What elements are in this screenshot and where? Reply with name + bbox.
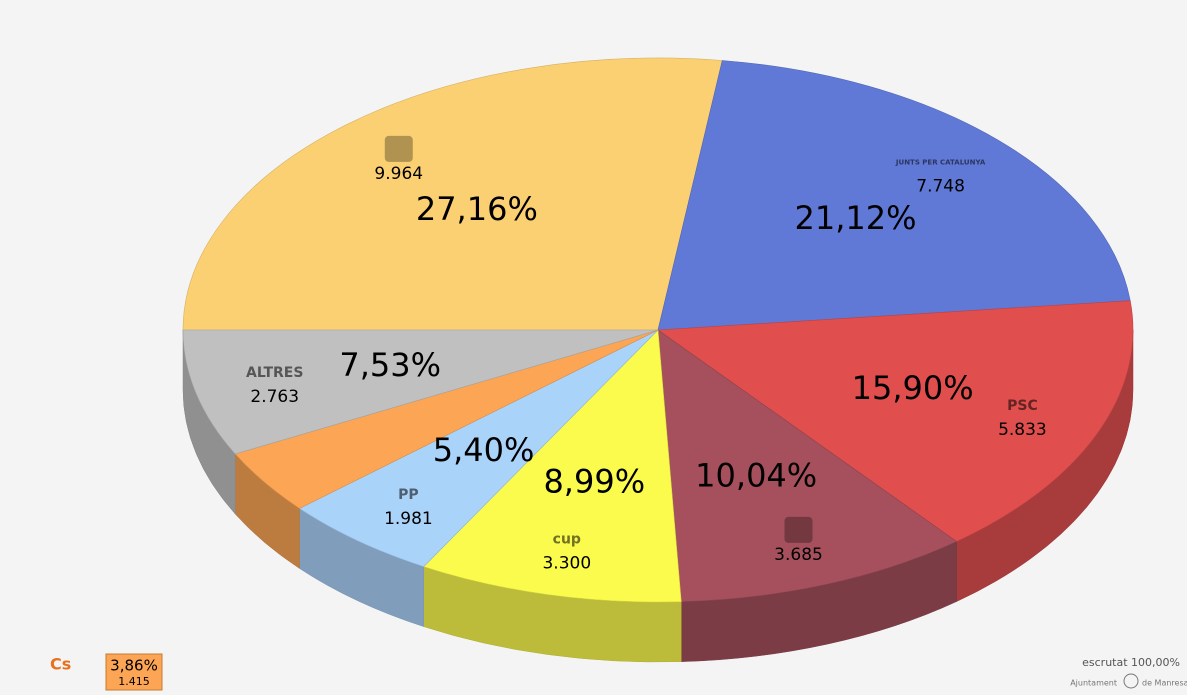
slice-category: ALTRES [246,365,303,381]
footer-left: Ajuntament [1070,679,1117,688]
vote-label: 3.300 [542,554,591,574]
chart: escrutat 100,00% Ajuntament de Manresa 2… [0,0,1187,695]
vote-label: 1.415 [118,675,150,688]
party-logo [385,136,413,162]
percent-label: 15,90% [852,369,974,407]
slice-category: PP [398,487,419,503]
percent-label: 8,99% [543,462,645,500]
percent-label: 5,40% [433,431,535,469]
percent-label: 27,16% [416,190,538,228]
percent-label: 7,53% [339,346,441,384]
vote-label: 1.981 [384,509,433,529]
slice-category: JUNTS PER CATALUNYA [895,159,986,167]
vote-label: 5.833 [998,420,1047,440]
slice-category: PSC [1007,398,1038,414]
party-logo [785,517,813,543]
vote-label: 2.763 [250,387,299,407]
vote-label: 7.748 [916,177,965,197]
vote-label: 9.964 [374,164,423,184]
slice-category: Cs [50,655,71,674]
scrutiny-note: escrutat 100,00% [1082,656,1180,669]
percent-label: 3,86% [110,657,158,675]
percent-label: 21,12% [794,199,916,237]
footer-right: de Manresa [1142,679,1187,688]
page: {"chart_data": { "type": "pie", "categor… [0,0,1187,695]
vote-label: 3.685 [774,545,823,565]
percent-label: 10,04% [695,456,817,494]
slice-category: cup [553,532,581,548]
